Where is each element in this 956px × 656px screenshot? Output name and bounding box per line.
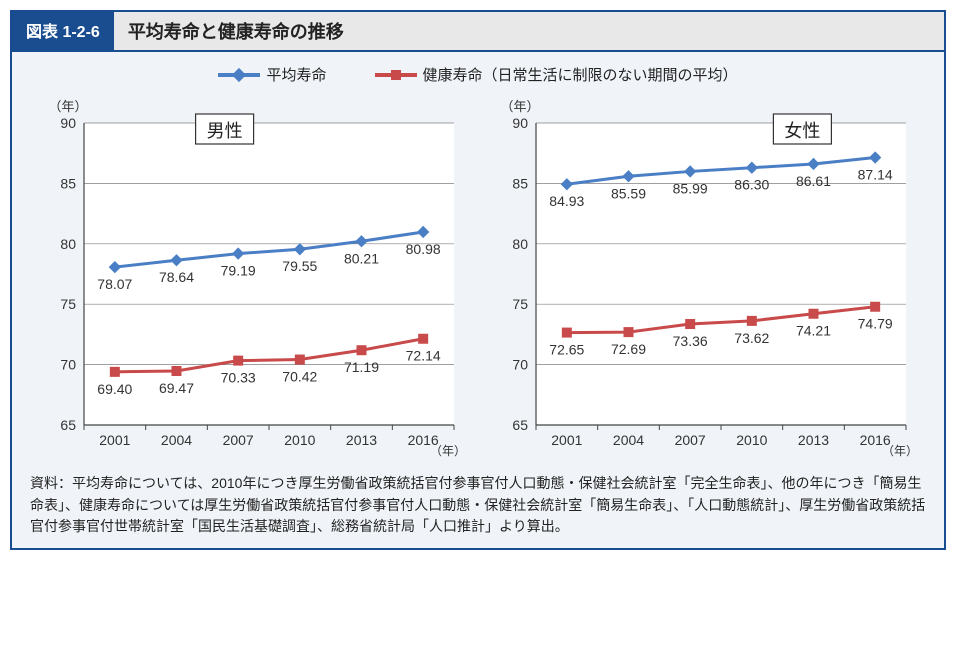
x-axis-unit: （年） xyxy=(430,444,466,458)
healthy-life-data-label: 71.19 xyxy=(344,359,379,375)
diamond-marker-icon xyxy=(218,73,260,77)
healthy-life-marker xyxy=(295,355,305,365)
life-expectancy-data-label: 80.98 xyxy=(406,241,441,257)
healthy-life-data-label: 73.62 xyxy=(734,330,769,346)
life-expectancy-data-label: 86.30 xyxy=(734,177,769,193)
healthy-life-marker xyxy=(418,334,428,344)
y-tick-label: 80 xyxy=(512,236,528,252)
life-expectancy-data-label: 85.59 xyxy=(611,185,646,201)
life-expectancy-data-label: 85.99 xyxy=(673,180,708,196)
healthy-life-marker xyxy=(685,319,695,329)
legend-item-life-expectancy: 平均寿命 xyxy=(218,64,326,85)
life-expectancy-data-label: 80.21 xyxy=(344,250,379,266)
plot-background xyxy=(84,123,454,425)
y-tick-label: 75 xyxy=(60,296,76,312)
healthy-life-data-label: 72.65 xyxy=(549,342,584,358)
healthy-life-marker xyxy=(747,316,757,326)
x-tick-label: 2010 xyxy=(736,432,767,448)
healthy-life-marker xyxy=(172,366,182,376)
figure-number-tag: 図表 1-2-6 xyxy=(12,12,114,50)
y-tick-label: 85 xyxy=(60,175,76,191)
healthy-life-data-label: 74.21 xyxy=(796,323,831,339)
life-expectancy-data-label: 84.93 xyxy=(549,193,584,209)
x-tick-label: 2010 xyxy=(284,432,315,448)
healthy-life-data-label: 74.79 xyxy=(858,316,893,332)
legend-item-healthy-life: 健康寿命（日常生活に制限のない期間の平均） xyxy=(375,64,738,85)
healthy-life-data-label: 69.47 xyxy=(159,380,194,396)
x-tick-label: 2007 xyxy=(675,432,706,448)
x-tick-label: 2013 xyxy=(346,432,377,448)
source-note: 資料：平均寿命については、2010年につき厚生労働省政策統括官付参事官付人口動態… xyxy=(30,467,926,540)
healthy-life-marker xyxy=(624,327,634,337)
x-tick-label: 2004 xyxy=(161,432,192,448)
y-tick-label: 90 xyxy=(512,115,528,131)
y-tick-label: 70 xyxy=(512,357,528,373)
y-axis-unit: （年） xyxy=(48,99,87,114)
source-label: 資料： xyxy=(30,475,72,491)
healthy-life-data-label: 69.40 xyxy=(97,381,132,397)
x-tick-label: 2001 xyxy=(99,432,130,448)
life-expectancy-data-label: 86.61 xyxy=(796,173,831,189)
healthy-life-marker xyxy=(110,367,120,377)
y-tick-label: 70 xyxy=(60,357,76,373)
x-tick-label: 2007 xyxy=(223,432,254,448)
legend-label: 平均寿命 xyxy=(266,64,326,85)
life-expectancy-data-label: 87.14 xyxy=(858,167,893,183)
healthy-life-marker xyxy=(357,345,367,355)
title-bar: 図表 1-2-6 平均寿命と健康寿命の推移 xyxy=(12,12,944,52)
y-tick-label: 85 xyxy=(512,175,528,191)
healthy-life-marker xyxy=(233,356,243,366)
panel-male: 657075808590（年）200120042007201020132016（… xyxy=(30,87,474,467)
healthy-life-data-label: 70.42 xyxy=(282,369,317,385)
y-tick-label: 65 xyxy=(512,417,528,433)
panel-title: 女性 xyxy=(784,121,820,141)
healthy-life-data-label: 72.14 xyxy=(406,348,441,364)
life-expectancy-data-label: 79.55 xyxy=(282,258,317,274)
chart-panels: 657075808590（年）200120042007201020132016（… xyxy=(30,87,926,467)
healthy-life-marker xyxy=(870,302,880,312)
life-expectancy-data-label: 78.07 xyxy=(97,276,132,292)
y-tick-label: 75 xyxy=(512,296,528,312)
healthy-life-marker xyxy=(809,309,819,319)
source-text: 平均寿命については、2010年につき厚生労働省政策統括官付参事官付人口動態・保健… xyxy=(30,475,925,534)
y-axis-unit: （年） xyxy=(500,99,539,114)
y-tick-label: 90 xyxy=(60,115,76,131)
chart-area: 平均寿命 健康寿命（日常生活に制限のない期間の平均） 657075808590（… xyxy=(12,52,944,548)
life-expectancy-data-label: 79.19 xyxy=(221,263,256,279)
x-axis-unit: （年） xyxy=(882,444,918,458)
square-marker-icon xyxy=(375,73,417,77)
x-tick-label: 2004 xyxy=(613,432,644,448)
healthy-life-marker xyxy=(562,328,572,338)
x-tick-label: 2001 xyxy=(551,432,582,448)
life-expectancy-data-label: 78.64 xyxy=(159,269,194,285)
healthy-life-data-label: 73.36 xyxy=(673,333,708,349)
panel-title: 男性 xyxy=(207,121,243,141)
legend: 平均寿命 健康寿命（日常生活に制限のない期間の平均） xyxy=(30,64,926,85)
figure-title: 平均寿命と健康寿命の推移 xyxy=(114,12,944,50)
chart-panel-female: 657075808590（年）200120042007201020132016（… xyxy=(482,87,926,467)
healthy-life-data-label: 70.33 xyxy=(221,370,256,386)
figure-container: 図表 1-2-6 平均寿命と健康寿命の推移 平均寿命 健康寿命（日常生活に制限の… xyxy=(10,10,946,550)
y-tick-label: 65 xyxy=(60,417,76,433)
y-tick-label: 80 xyxy=(60,236,76,252)
healthy-life-data-label: 72.69 xyxy=(611,341,646,357)
legend-label: 健康寿命（日常生活に制限のない期間の平均） xyxy=(423,64,738,85)
chart-panel-male: 657075808590（年）200120042007201020132016（… xyxy=(30,87,474,467)
x-tick-label: 2013 xyxy=(798,432,829,448)
panel-female: 657075808590（年）200120042007201020132016（… xyxy=(482,87,926,467)
